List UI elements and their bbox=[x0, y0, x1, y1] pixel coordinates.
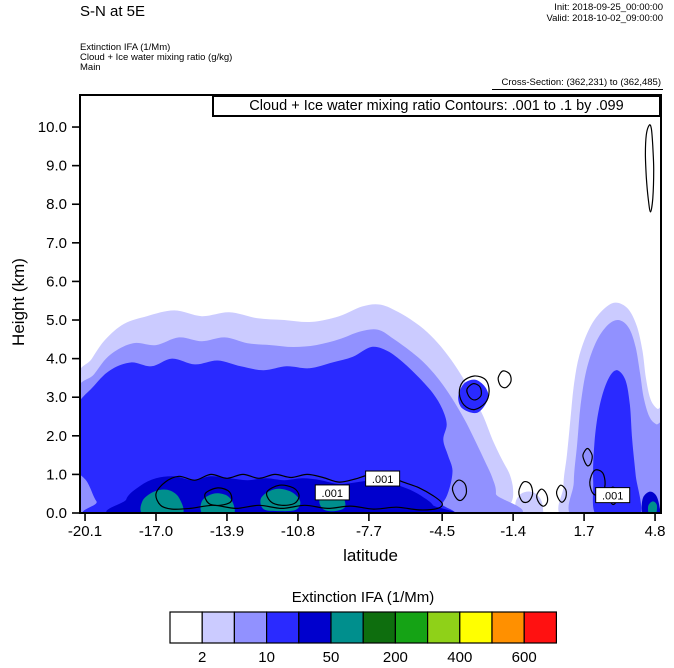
x-tick-label: -1.4 bbox=[500, 523, 526, 540]
cloud-contour-line bbox=[204, 487, 233, 506]
colorbar-cell bbox=[362, 611, 397, 644]
axis-tick-labels: -20.1 -17.0 -13.9 -10.8 -7.7 -4.5 -1.4 1.7 4.8 0.… bbox=[38, 119, 666, 540]
x-tick-label: -4.5 bbox=[429, 523, 455, 540]
cloud-contour-line bbox=[644, 124, 655, 213]
field-extinction-label: Extinction IFA (1/Mm) bbox=[80, 42, 171, 53]
y-tick-label: 5.0 bbox=[46, 312, 67, 329]
valid-timestamp: Valid: 2018-10-02_09:00:00 bbox=[546, 13, 663, 24]
y-tick-label: 6.0 bbox=[46, 273, 67, 290]
y-tick-label: 9.0 bbox=[46, 158, 67, 175]
cloud-contour-line bbox=[466, 383, 483, 401]
colorbar-tick-label: 600 bbox=[512, 649, 537, 666]
cloud-contour-line bbox=[155, 473, 443, 511]
cloud-contour-line bbox=[536, 488, 549, 507]
cloud-contour-line bbox=[497, 370, 512, 389]
page-title: S-N at 5E bbox=[80, 3, 146, 20]
y-tick-label: 4.0 bbox=[46, 351, 67, 368]
extinction-fill-region bbox=[140, 489, 184, 513]
colorbar-tick-label: 10 bbox=[258, 649, 275, 666]
x-tick-label: -10.8 bbox=[281, 523, 315, 540]
contour-info-banner: Cloud + Ice water mixing ratio Contours:… bbox=[212, 95, 661, 117]
colorbar-cell bbox=[233, 611, 268, 644]
y-tick-label: 3.0 bbox=[46, 389, 67, 406]
cloud-contour-line bbox=[265, 484, 300, 506]
contour-label-box bbox=[365, 470, 401, 487]
x-tick-label: 4.8 bbox=[645, 523, 666, 540]
colorbar-cell bbox=[330, 611, 364, 644]
y-tick-label: 0.0 bbox=[46, 505, 67, 522]
x-tick-label: 1.7 bbox=[574, 523, 595, 540]
y-axis-title: Height (km) bbox=[9, 258, 28, 346]
y-tick-label: 2.0 bbox=[46, 428, 67, 445]
colorbar-tick-label: 2 bbox=[198, 649, 206, 666]
colorbar-cell bbox=[298, 611, 332, 644]
colorbar-cell bbox=[523, 611, 558, 644]
colorbar-cell bbox=[459, 611, 493, 644]
x-axis-title: latitude bbox=[343, 546, 398, 565]
extinction-fill-region bbox=[200, 493, 235, 513]
colorbar-cell bbox=[394, 611, 429, 644]
extinction-fill-region bbox=[260, 488, 301, 512]
colorbar-cell bbox=[491, 611, 525, 644]
field-cloud-ice-label: Cloud + Ice water mixing ratio (g/kg) bbox=[80, 52, 233, 63]
cloud-contour-line bbox=[451, 479, 468, 502]
colorbar-cell bbox=[427, 611, 461, 644]
filled-contours bbox=[80, 302, 661, 513]
colorbar: 2 10 50 200 400 600 bbox=[169, 611, 558, 666]
colorbar-cell bbox=[201, 611, 235, 644]
cross-section-coords: Cross-Section: (362,231) to (362,485) bbox=[491, 77, 663, 90]
colorbar-tick-label: 200 bbox=[383, 649, 408, 666]
x-tick-label: -7.7 bbox=[356, 523, 382, 540]
cloud-contour-line bbox=[582, 447, 593, 467]
contour-label-box bbox=[595, 487, 631, 504]
colorbar-tick-label: 50 bbox=[323, 649, 340, 666]
cloud-contour-line bbox=[555, 484, 567, 503]
extinction-fill-region bbox=[80, 346, 455, 513]
contour-label-box bbox=[314, 484, 350, 501]
colorbar-cell bbox=[169, 611, 203, 644]
axis-ticks bbox=[72, 126, 656, 521]
y-tick-label: 10.0 bbox=[38, 119, 67, 136]
contour-label: .001 bbox=[322, 488, 343, 500]
x-tick-label: -17.0 bbox=[139, 523, 173, 540]
member-label: Main bbox=[80, 62, 101, 73]
contour-label: .001 bbox=[372, 474, 393, 486]
y-tick-label: 1.0 bbox=[46, 466, 67, 483]
colorbar-tick-label: 400 bbox=[447, 649, 472, 666]
init-timestamp: Init: 2018-09-25_00:00:00 bbox=[554, 2, 663, 13]
y-tick-label: 7.0 bbox=[46, 235, 67, 252]
cloud-contour-line bbox=[518, 480, 534, 504]
colorbar-title: Extinction IFA (1/Mm) bbox=[291, 589, 435, 606]
contour-label: .001 bbox=[602, 491, 623, 503]
y-tick-label: 8.0 bbox=[46, 196, 67, 213]
extinction-fill-region bbox=[647, 501, 658, 513]
colorbar-cell bbox=[266, 611, 300, 644]
x-tick-label: -20.1 bbox=[68, 523, 102, 540]
cloud-contour-line bbox=[458, 375, 490, 411]
x-tick-label: -13.9 bbox=[210, 523, 244, 540]
